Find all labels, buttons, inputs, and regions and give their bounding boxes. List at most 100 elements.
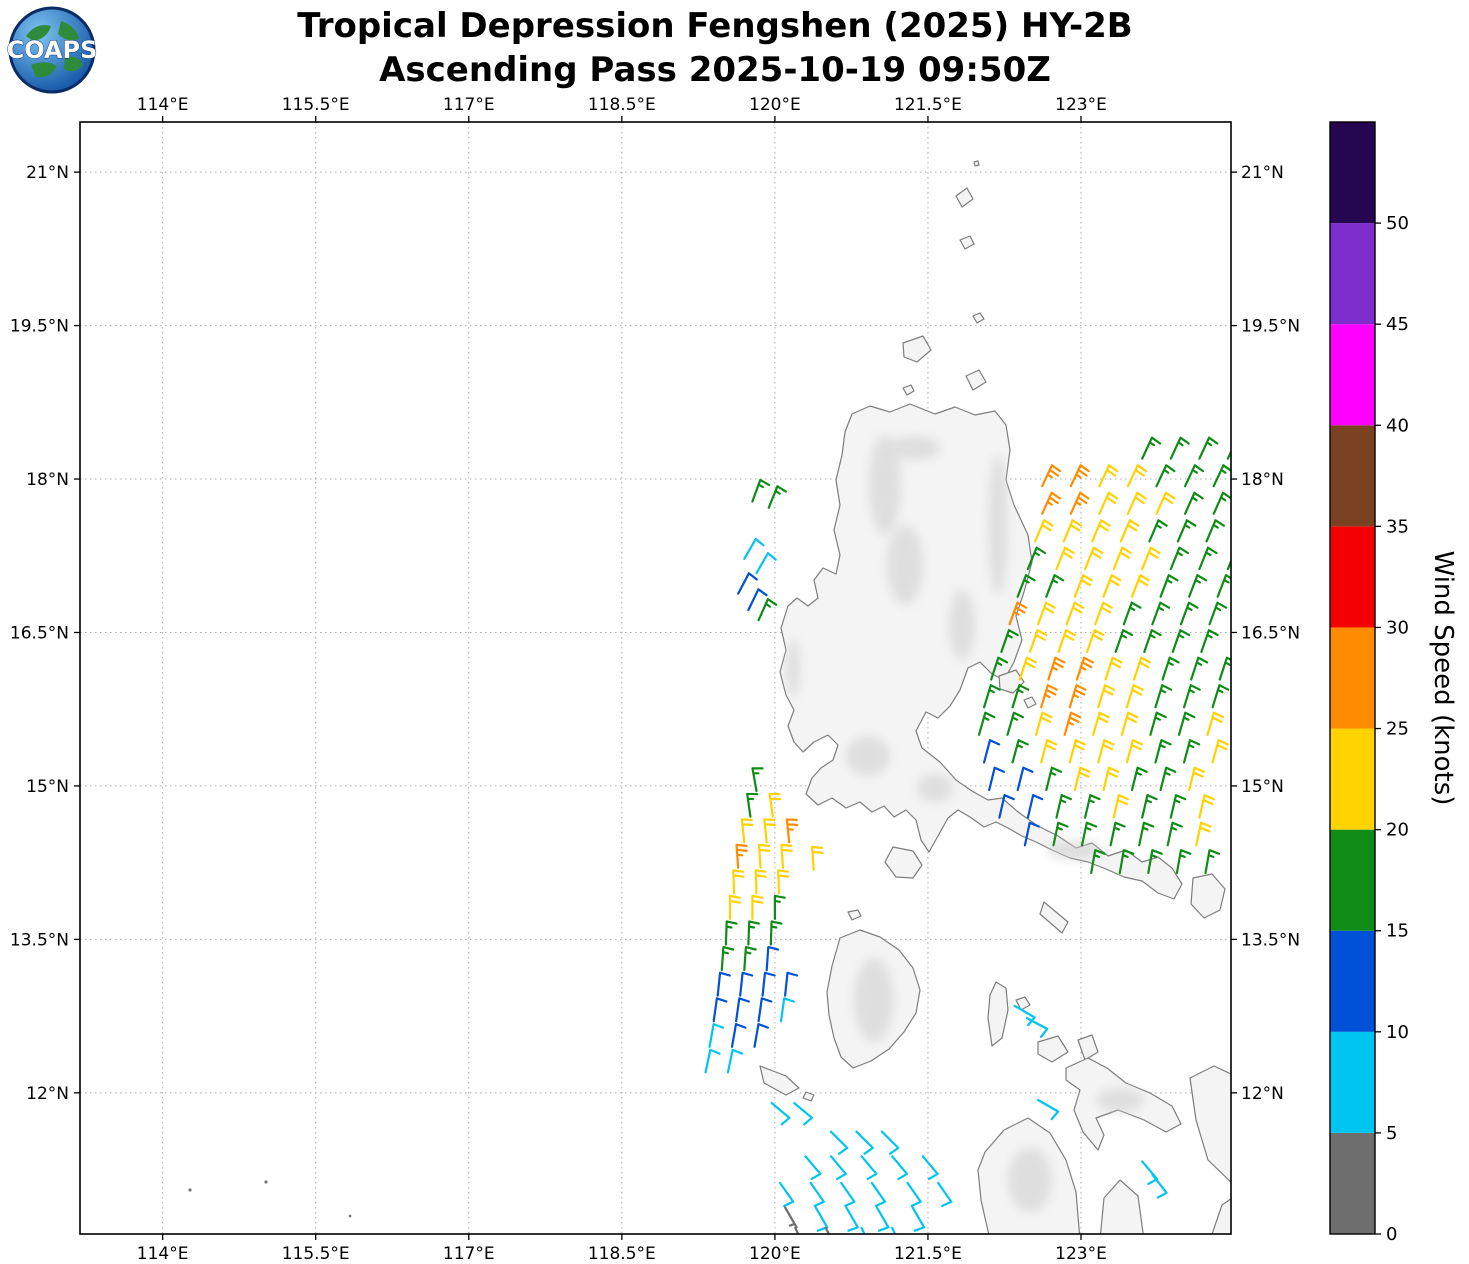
island-marinduque [884,846,923,879]
wind-barb [1016,574,1036,598]
x-tick-label: 121.5°E [894,95,962,115]
gridlines [80,122,1231,1234]
wind-barb [720,946,735,972]
wind-barb [704,1048,721,1074]
wind-barb [1112,794,1130,819]
y-tick-label: 21°N [1241,163,1284,183]
wind-barb [1120,711,1139,736]
wind-barb [1159,766,1177,792]
wind-barb [1028,629,1048,653]
wind-barb [1141,436,1162,460]
wind-barb [1098,464,1119,488]
wind-barb [1122,601,1142,626]
wind-barb [751,894,764,920]
x-tick-label: 115.5°E [282,95,350,115]
wind-barb [1062,519,1083,543]
wind-barb [1075,656,1094,681]
wind-barb [712,997,728,1023]
wind-barb [1155,491,1176,515]
wind-barb [1183,684,1201,709]
wind-barb [1126,464,1147,488]
wind-barb [1073,766,1091,792]
wind-barb [769,920,783,946]
wind-barb [1040,684,1058,709]
islet-camiguin [902,384,915,396]
wind-barb [1091,519,1111,543]
island-babuyan-1 [902,335,932,363]
colorbar-tick-label: 20 [1386,820,1409,841]
y-tick-label: 13.5°N [1241,930,1300,950]
islet [1023,696,1037,709]
wind-barb [1090,849,1106,874]
colorbar-segment [1330,1031,1375,1133]
wind-barb [845,1206,859,1232]
wind-barb [1109,821,1126,847]
wind-barb [1198,794,1215,819]
colorbar-segment [1330,223,1375,325]
wind-barb [743,946,757,972]
wind-barb [1119,519,1140,543]
colorbar-tick-label: 35 [1386,516,1409,537]
colorbar-tick-label: 0 [1386,1224,1397,1245]
wind-barb [777,869,790,895]
x-tick-label: 118.5°E [588,95,656,115]
colorbar-border [1329,121,1376,1235]
wind-barb [1006,711,1024,736]
wind-barb [780,843,793,869]
y-tick-label: 18°N [26,470,69,490]
colorbar-tick-label: 25 [1386,719,1409,740]
wind-barb [784,1206,798,1229]
wind-barb [921,1155,939,1180]
wind-barb [998,794,1015,819]
wind-barb [1045,766,1063,792]
wind-barb [757,598,778,622]
wind-barb [1055,794,1072,819]
wind-barb [1094,601,1113,626]
wind-barb [1055,546,1075,571]
wind-barb [1130,766,1148,792]
wind-barb [1148,519,1168,543]
wind-barb [1138,821,1155,847]
wind-barb [1208,601,1228,626]
wind-barb [784,971,799,997]
wind-barb [1171,629,1191,653]
wind-barb [1133,656,1152,681]
wind-barb [1216,574,1231,598]
wind-barb [755,552,777,575]
wind-barb [1179,601,1199,626]
wind-barb [911,1206,926,1232]
wind-barb [1141,546,1161,571]
wind-barb [1198,436,1219,460]
wind-barb [768,792,782,818]
logo-continents [26,21,83,78]
wind-barb [1045,574,1065,598]
wind-barb [1195,821,1212,847]
wind-barb [1205,519,1225,543]
wind-barb [1130,574,1150,598]
x-tick-label: 114°E [137,95,189,115]
colorbar-segment [1330,829,1375,931]
wind-barb [1035,711,1053,736]
island-batanes [955,187,974,208]
colorbar-tick-label: 10 [1386,1022,1409,1043]
wind-barb [1041,464,1062,488]
wind-barb [1097,739,1115,764]
wind-barb [906,1181,922,1207]
island-ticao [1077,1034,1099,1061]
x-tick-label: 118.5°E [588,1244,656,1264]
wind-barb [1104,656,1123,681]
wind-barb [1184,491,1204,515]
wind-barb [860,1155,878,1180]
plot-border [79,121,1232,1235]
island-samar [1189,1065,1231,1183]
wind-barb [726,1048,744,1074]
y-tick-label: 12°N [26,1084,69,1104]
islet-specks [188,1180,352,1218]
islet-north [973,160,980,167]
wind-barb [829,1155,847,1180]
wind-barb [757,997,773,1023]
wind-barb [1155,464,1176,488]
wind-barb [751,767,764,793]
wind-barb [724,920,738,946]
